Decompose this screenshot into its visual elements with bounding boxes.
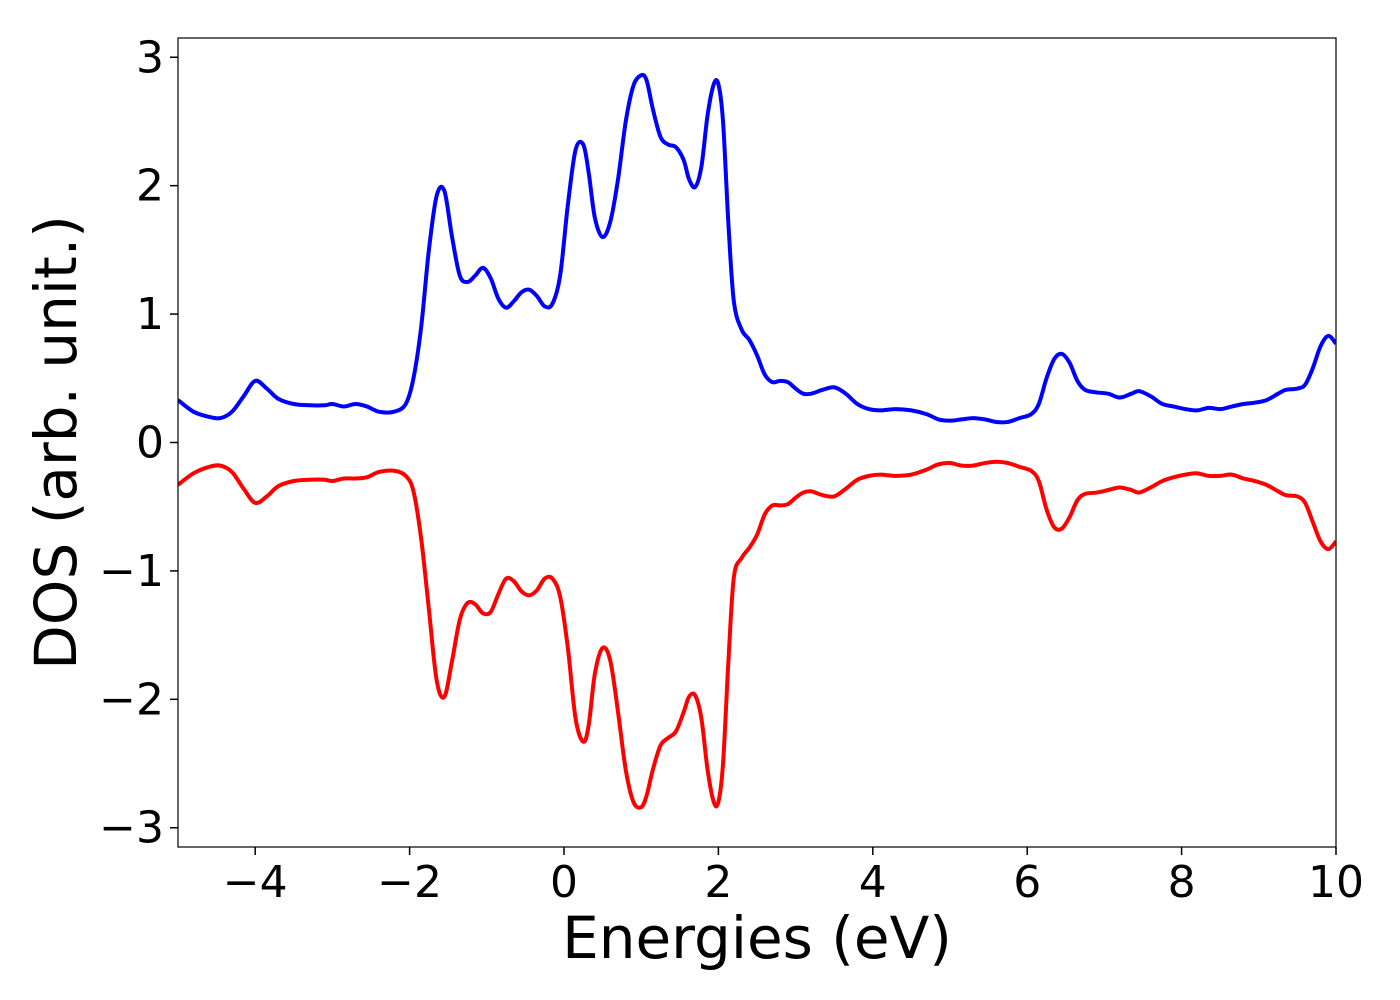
x-tick-label: 2 <box>704 857 732 908</box>
y-axis-title: DOS (arb. unit.) <box>22 215 90 670</box>
y-axis: −3 −2 −1 0 1 2 3 <box>99 32 178 854</box>
x-axis: −4 −2 0 2 4 6 8 10 <box>223 847 1364 908</box>
x-tick-label: 6 <box>1013 857 1041 908</box>
x-tick-label: 4 <box>859 857 887 908</box>
y-tick-label: −3 <box>99 803 164 854</box>
y-tick-label: −1 <box>99 546 164 597</box>
y-tick-label: −2 <box>99 674 164 725</box>
x-tick-label: 8 <box>1168 857 1196 908</box>
y-tick-label: 0 <box>136 418 164 469</box>
y-tick-label: 3 <box>136 32 164 83</box>
x-tick-label: −2 <box>377 857 442 908</box>
x-axis-title: Energies (eV) <box>562 904 952 972</box>
series-layer <box>178 72 1336 810</box>
x-tick-label: −4 <box>223 857 288 908</box>
y-tick-label: 2 <box>136 161 164 212</box>
x-tick-label: 0 <box>550 857 578 908</box>
x-tick-label: 10 <box>1308 857 1364 908</box>
y-tick-label: 1 <box>136 289 164 340</box>
series-line-negative <box>178 459 1336 810</box>
series-line-positive <box>178 72 1336 425</box>
